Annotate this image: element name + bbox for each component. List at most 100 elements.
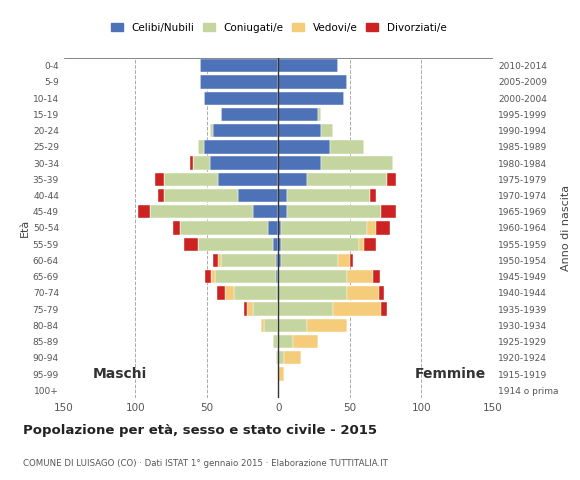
Bar [253, 205, 278, 218]
Y-axis label: Anno di nascita: Anno di nascita [561, 185, 571, 271]
Bar [347, 270, 373, 283]
Bar [278, 92, 344, 105]
Bar [367, 221, 376, 235]
Bar [184, 238, 198, 251]
Bar [307, 319, 347, 332]
Bar [278, 75, 347, 89]
Bar [278, 270, 347, 283]
Bar [376, 221, 390, 235]
Bar [253, 302, 278, 316]
Bar [373, 270, 380, 283]
Legend: Celibi/Nubili, Coniugati/e, Vedovi/e, Divorziati/e: Celibi/Nubili, Coniugati/e, Vedovi/e, Di… [106, 19, 451, 37]
Bar [281, 254, 339, 267]
Bar [238, 189, 278, 202]
Bar [200, 59, 278, 72]
Bar [180, 221, 269, 235]
Bar [278, 173, 307, 186]
Bar [278, 286, 347, 300]
Bar [138, 205, 150, 218]
Bar [333, 302, 382, 316]
Text: Maschi: Maschi [92, 367, 147, 381]
Bar [264, 319, 278, 332]
Bar [278, 238, 281, 251]
Text: Femmine: Femmine [414, 367, 485, 381]
Bar [278, 59, 339, 72]
Bar [379, 286, 385, 300]
Bar [247, 302, 253, 316]
Bar [164, 189, 238, 202]
Bar [221, 108, 278, 121]
Bar [278, 189, 287, 202]
Bar [278, 367, 284, 381]
Bar [370, 189, 376, 202]
Bar [350, 254, 353, 267]
Text: Popolazione per età, sesso e stato civile - 2015: Popolazione per età, sesso e stato civil… [23, 424, 377, 437]
Bar [278, 221, 281, 235]
Bar [217, 286, 226, 300]
Bar [210, 124, 213, 137]
Bar [281, 238, 358, 251]
Bar [307, 173, 387, 186]
Bar [382, 302, 387, 316]
Bar [204, 140, 278, 154]
Bar [198, 140, 204, 154]
Bar [158, 189, 164, 202]
Bar [244, 302, 247, 316]
Bar [164, 173, 218, 186]
Y-axis label: Età: Età [20, 219, 30, 237]
Bar [276, 254, 278, 267]
Bar [278, 254, 281, 267]
Bar [205, 270, 211, 283]
Bar [221, 254, 276, 267]
Text: COMUNE DI LUISAGO (CO) · Dati ISTAT 1° gennaio 2015 · Elaborazione TUTTITALIA.IT: COMUNE DI LUISAGO (CO) · Dati ISTAT 1° g… [23, 458, 388, 468]
Bar [204, 92, 278, 105]
Bar [213, 124, 278, 137]
Bar [347, 286, 379, 300]
Bar [273, 335, 278, 348]
Bar [278, 205, 287, 218]
Bar [318, 108, 321, 121]
Bar [172, 221, 180, 235]
Bar [293, 335, 318, 348]
Bar [278, 319, 307, 332]
Bar [277, 286, 278, 300]
Bar [278, 335, 293, 348]
Bar [287, 189, 370, 202]
Bar [339, 254, 350, 267]
Bar [234, 286, 277, 300]
Bar [210, 156, 278, 170]
Bar [284, 351, 301, 364]
Bar [218, 173, 278, 186]
Bar [278, 140, 330, 154]
Bar [150, 205, 253, 218]
Bar [218, 254, 221, 267]
Bar [278, 124, 321, 137]
Bar [198, 238, 273, 251]
Bar [330, 140, 364, 154]
Bar [276, 351, 278, 364]
Bar [382, 205, 396, 218]
Bar [321, 156, 393, 170]
Bar [226, 286, 234, 300]
Bar [287, 205, 382, 218]
Bar [190, 156, 193, 170]
Bar [213, 254, 218, 267]
Bar [278, 156, 321, 170]
Bar [273, 238, 278, 251]
Bar [281, 221, 367, 235]
Bar [278, 108, 318, 121]
Bar [269, 221, 278, 235]
Bar [364, 238, 376, 251]
Bar [278, 302, 333, 316]
Bar [200, 75, 278, 89]
Bar [321, 124, 333, 137]
Bar [387, 173, 396, 186]
Bar [276, 270, 278, 283]
Bar [211, 270, 215, 283]
Bar [215, 270, 276, 283]
Bar [278, 351, 284, 364]
Bar [155, 173, 164, 186]
Bar [358, 238, 364, 251]
Bar [261, 319, 264, 332]
Bar [193, 156, 210, 170]
